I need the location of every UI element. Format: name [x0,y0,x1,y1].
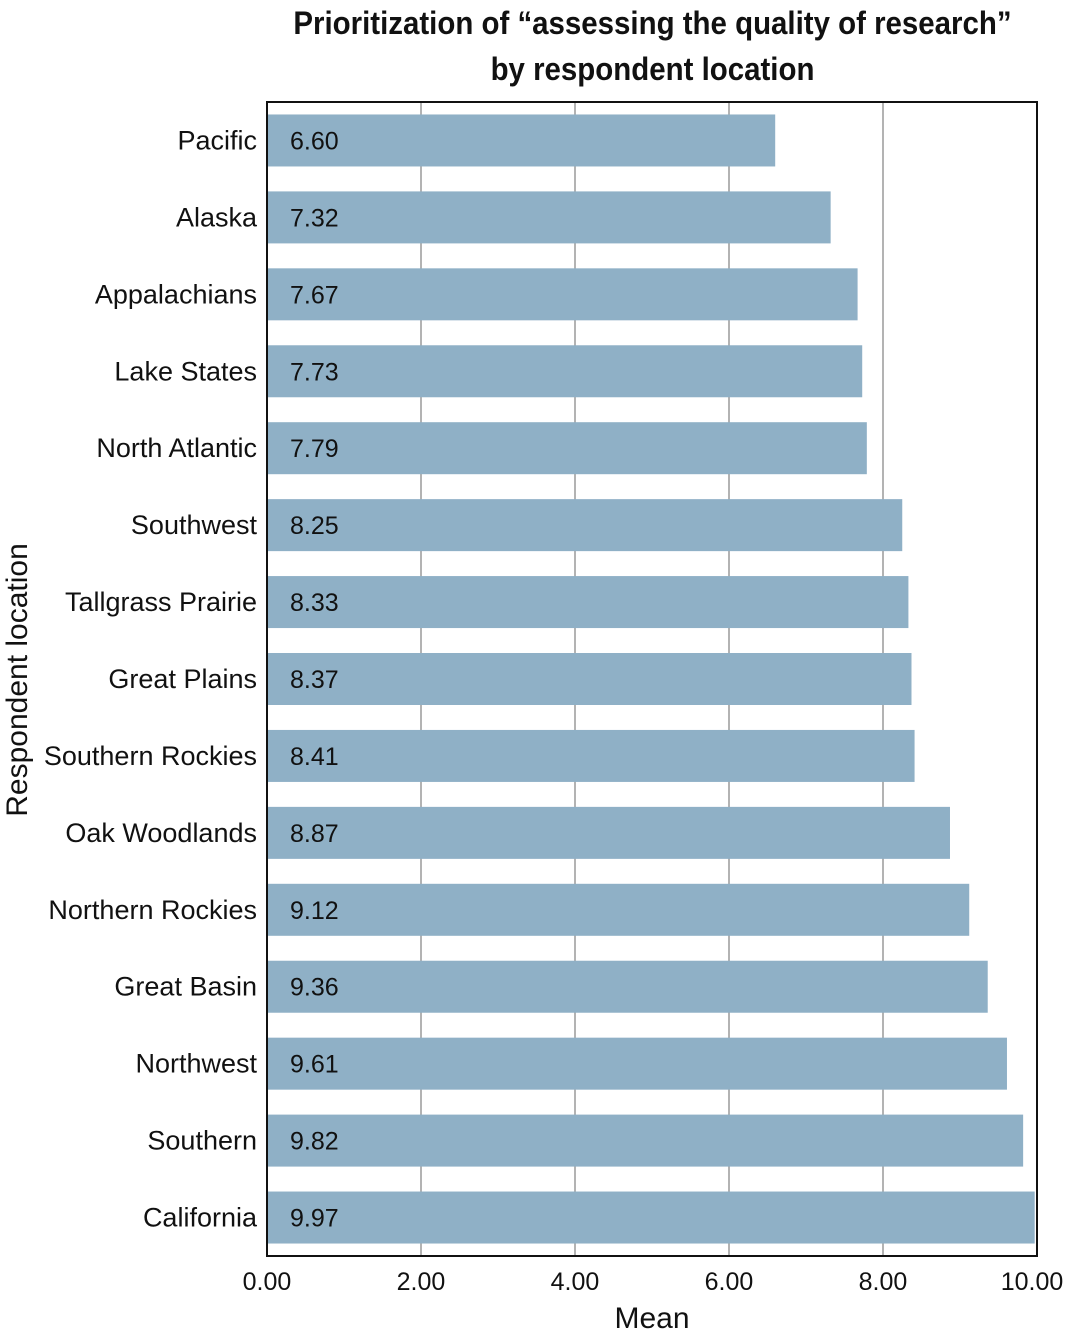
data-label: 8.25 [290,512,339,540]
x-tick-label: 0.00 [243,1268,292,1296]
bars [267,114,1035,1244]
chart-title: Prioritization of “assessing the quality… [236,0,1067,92]
category-label: Southern [147,1126,257,1156]
chart-title-line1: Prioritization of “assessing the quality… [293,5,1012,41]
x-tick-labels: 0.00 2.00 4.00 6.00 8.00 10.00 [243,1268,1064,1296]
category-label: Pacific [177,125,257,155]
category-label: Southwest [131,510,258,540]
category-label: North Atlantic [96,433,257,463]
data-label: 8.87 [290,820,339,848]
bar [267,960,988,1013]
data-label: 9.36 [290,974,339,1002]
category-label: Lake States [114,356,257,386]
data-label: 7.79 [290,435,339,463]
bar [267,806,950,859]
category-label: Northern Rockies [48,895,257,925]
bar [267,729,915,782]
bar [267,883,970,936]
bar [267,1037,1007,1090]
category-label: Appalachians [95,279,257,309]
data-label: 7.32 [290,204,339,232]
bar [267,1114,1024,1167]
category-labels: Pacific Alaska Appalachians Lake States Nort… [44,125,258,1232]
y-axis-label: Respondent location [1,543,34,817]
bar [267,653,912,705]
x-tick-label: 10.00 [1001,1268,1064,1296]
category-label: Southern Rockies [44,741,257,771]
category-label: Alaska [176,202,258,232]
chart-title-line2: by respondent location [490,51,815,87]
data-label: 9.61 [290,1051,339,1079]
bar [267,1191,1035,1244]
bar [267,268,858,321]
bar [267,345,863,398]
data-label: 7.67 [290,281,339,309]
x-tick-label: 2.00 [397,1268,446,1296]
x-tick-label: 4.00 [551,1268,600,1296]
x-tick-label: 6.00 [705,1268,754,1296]
data-label: 8.33 [290,589,339,617]
data-label: 8.41 [290,743,339,771]
bar [267,576,909,629]
bar [267,499,903,552]
data-label: 9.97 [290,1205,339,1233]
value-labels: 6.60 7.32 7.67 7.73 7.79 8.25 8.33 8.37 8.41 8.87… [290,127,339,1232]
plot-frame [266,101,1038,1257]
data-label: 9.12 [290,897,339,925]
bar [267,114,776,167]
data-label: 8.37 [290,666,339,694]
x-axis-label: Mean [614,1302,689,1335]
category-label: Great Basin [114,972,257,1002]
category-label: Great Plains [108,664,257,694]
category-label: California [143,1203,258,1233]
category-label: Oak Woodlands [65,818,257,848]
category-label: Tallgrass Prairie [65,587,257,617]
data-label: 6.60 [290,127,339,155]
x-tick-label: 8.00 [859,1268,908,1296]
data-label: 9.82 [290,1128,339,1156]
bar [267,422,867,475]
data-label: 7.73 [290,358,339,386]
bar [267,191,831,244]
category-label: Northwest [135,1049,257,1079]
